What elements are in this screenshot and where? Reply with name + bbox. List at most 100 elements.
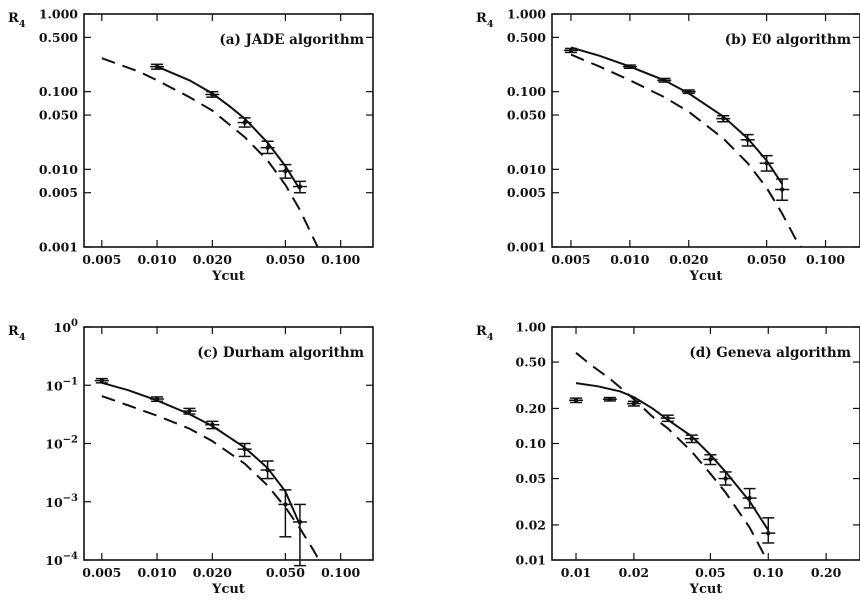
data-point (703, 454, 718, 466)
x-tick-label: 0.100 (806, 252, 845, 267)
y-tick-label: 0.500 (39, 30, 78, 45)
chart-panel-0: 0.005 0.010 0.020 0.050 0.100 0.001 0.005 0.010… (8, 7, 374, 284)
x-tick-label: 0.20 (811, 565, 842, 580)
data-point (775, 178, 790, 201)
data-point (237, 442, 252, 458)
y-tick-label: 0.20 (516, 401, 547, 416)
data-point (759, 154, 774, 172)
y-axis-title: R4 (476, 324, 494, 343)
x-tick-label: 0.02 (619, 565, 649, 580)
y-tick-label: 0.005 (507, 185, 546, 200)
dashed-curve (101, 395, 319, 559)
solid-curve (575, 382, 770, 531)
chart-panel-1: 0.005 0.010 0.020 0.050 0.100 0.001 0.005 0.010… (476, 7, 860, 284)
data-point (94, 377, 109, 384)
x-tick-label: 0.050 (266, 565, 305, 580)
data-point (182, 407, 197, 415)
x-axis-title: Ycut (211, 582, 245, 597)
y-tick-label: 0.001 (39, 240, 78, 255)
y-tick-label: 10−3 (45, 493, 78, 510)
x-tick-label: 0.020 (193, 252, 232, 267)
data-point (626, 400, 641, 407)
y-axis-title: R4 (8, 324, 26, 343)
data-point (563, 47, 578, 54)
data-point (150, 396, 165, 403)
data-point (260, 460, 275, 480)
x-axis-title: Ycut (211, 269, 245, 284)
data-point (292, 503, 307, 567)
panel-title: (a) JADE algorithm (219, 32, 364, 48)
plot-frame (83, 13, 374, 248)
x-tick-label: 0.100 (321, 252, 360, 267)
x-tick-label: 0.100 (321, 565, 360, 580)
x-tick-label: 0.10 (753, 565, 784, 580)
data-point (660, 414, 675, 423)
data-point (602, 396, 617, 402)
data-point (260, 140, 275, 155)
y-tick-label: 0.02 (516, 517, 546, 532)
x-tick-label: 0.05 (695, 565, 725, 580)
panel-title: (d) Geneva algorithm (689, 345, 851, 361)
solid-curve (156, 65, 301, 191)
y-tick-label: 0.010 (39, 162, 78, 177)
panel-title: (c) Durham algorithm (197, 345, 364, 361)
data-point (569, 397, 584, 404)
y-axis-title: R4 (476, 11, 494, 30)
y-tick-label: 0.100 (507, 84, 546, 99)
y-tick-label: 0.001 (507, 240, 546, 255)
y-tick-label: 0.50 (516, 355, 547, 370)
y-tick-label: 1.00 (516, 320, 547, 335)
y-tick-label: 1.000 (507, 7, 546, 22)
y-tick-label: 10−2 (45, 435, 78, 452)
y-tick-label: 0.050 (39, 108, 78, 123)
y-tick-label: 0.050 (507, 108, 546, 123)
y-tick-label: 0.10 (516, 436, 547, 451)
y-tick-label: 0.500 (507, 30, 546, 45)
data-point (657, 77, 672, 83)
data-point (237, 117, 252, 128)
y-tick-label: 1.000 (39, 7, 78, 22)
x-tick-label: 0.050 (266, 252, 305, 267)
y-axis-title: R4 (8, 11, 26, 30)
y-tick-label: 0.005 (39, 185, 78, 200)
data-point (740, 133, 755, 147)
data-point (622, 64, 637, 70)
plot-frame (551, 13, 860, 248)
x-axis-title: Ycut (689, 269, 723, 284)
dashed-curve (575, 352, 769, 560)
dashed-curve (101, 57, 319, 247)
chart-panel-2: 0.005 0.010 0.020 0.050 0.100 10−4 10−3 10−2 10−… (8, 318, 374, 597)
data-point (681, 89, 696, 95)
x-tick-label: 0.010 (137, 252, 176, 267)
x-tick-label: 0.010 (137, 565, 176, 580)
y-tick-label: 10−4 (45, 551, 78, 568)
data-point (205, 90, 220, 98)
data-point (716, 114, 731, 123)
solid-curve (101, 381, 301, 526)
panel-title: (b) E0 algorithm (725, 32, 851, 48)
x-tick-label: 0.005 (82, 252, 121, 267)
dashed-curve (570, 53, 802, 247)
x-tick-label: 0.050 (747, 252, 786, 267)
plot-frame (83, 326, 374, 561)
y-tick-label: 0.05 (516, 471, 546, 486)
data-point (684, 434, 699, 444)
data-point (292, 180, 307, 194)
y-tick-label: 10−1 (45, 376, 78, 393)
plot-frame (551, 326, 860, 561)
x-tick-label: 0.005 (82, 565, 121, 580)
data-point (278, 163, 293, 179)
data-point (150, 63, 165, 70)
chart-panel-3: 0.01 0.02 0.05 0.10 0.20 0.01 0.02 0.05 0.10 0.20… (476, 320, 860, 597)
x-tick-label: 0.005 (551, 252, 590, 267)
data-point (742, 487, 757, 509)
data-point (761, 517, 776, 544)
data-point (278, 489, 293, 538)
y-tick-label: 0.01 (516, 553, 546, 568)
y-tick-label: 0.010 (507, 162, 546, 177)
x-axis-title: Ycut (689, 582, 723, 597)
x-tick-label: 0.020 (193, 565, 232, 580)
data-point (718, 471, 733, 486)
x-tick-label: 0.01 (561, 565, 591, 580)
